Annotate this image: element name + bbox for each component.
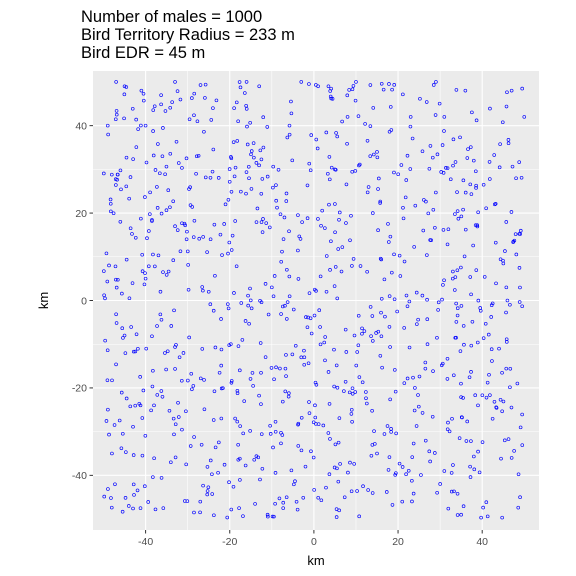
y-axis-title: km xyxy=(36,292,51,309)
y-tick-label: -40 xyxy=(72,470,87,482)
y-tick-label: -20 xyxy=(72,383,87,395)
title-line-2: Bird Territory Radius = 233 m xyxy=(81,26,295,44)
title-line-1: Number of males = 1000 xyxy=(81,8,262,26)
x-tick-label: -40 xyxy=(138,536,153,548)
x-tick-label: 0 xyxy=(311,536,317,548)
chart-title: Number of males = 1000 Bird Territory Ra… xyxy=(81,8,295,62)
y-tick-label: 0 xyxy=(81,295,87,307)
title-line-3: Bird EDR = 45 m xyxy=(81,44,205,62)
x-tick-label: 40 xyxy=(476,536,488,548)
x-tick-label: 20 xyxy=(392,536,404,548)
y-tick-label: 40 xyxy=(75,120,87,132)
x-tick-label: -20 xyxy=(222,536,237,548)
x-axis: -40 -20 0 20 40 xyxy=(138,530,488,548)
x-axis-title: km xyxy=(307,553,324,568)
y-tick-label: 20 xyxy=(75,208,87,220)
y-axis: -40 -20 0 20 40 xyxy=(72,120,93,482)
